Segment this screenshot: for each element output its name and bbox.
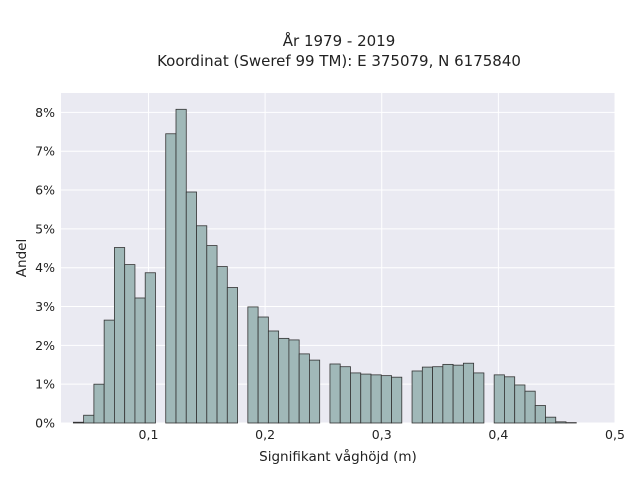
histogram-bar bbox=[504, 376, 516, 424]
histogram-bar bbox=[298, 353, 310, 424]
chart-title-line2: Koordinat (Sweref 99 TM): E 375079, N 61… bbox=[157, 52, 521, 70]
histogram-bar bbox=[267, 330, 280, 424]
y-tick-label: 3% bbox=[35, 299, 55, 314]
histogram-bar bbox=[216, 266, 228, 424]
y-axis-label: Andel bbox=[14, 239, 30, 277]
histogram-bar bbox=[421, 366, 433, 424]
histogram-bar bbox=[288, 339, 300, 424]
x-tick-label: 0,3 bbox=[372, 427, 392, 442]
histogram-bar bbox=[103, 319, 115, 424]
histogram-bar bbox=[442, 363, 454, 424]
y-tick-label: 5% bbox=[35, 221, 55, 236]
histogram-bar bbox=[247, 306, 259, 424]
histogram-bar bbox=[534, 405, 546, 424]
histogram-bar bbox=[391, 376, 403, 424]
histogram-bar bbox=[462, 362, 475, 424]
histogram-bar bbox=[524, 390, 536, 424]
histogram-bar bbox=[493, 374, 505, 424]
histogram-bar bbox=[411, 370, 423, 424]
y-tick-label: 1% bbox=[35, 377, 55, 392]
histogram-bar bbox=[144, 272, 156, 424]
x-axis-ticks: 0,1 0,2 0,3 0,4 0,5 bbox=[139, 427, 625, 442]
x-tick-label: 0,2 bbox=[255, 427, 275, 442]
histogram-bar bbox=[83, 414, 95, 424]
histogram-bar bbox=[93, 383, 105, 424]
histogram-bar bbox=[114, 247, 126, 424]
histogram-bar bbox=[185, 191, 197, 424]
y-axis-ticks: 0% 1% 2% 3% 4% 5% 6% 7% 8% bbox=[35, 105, 55, 431]
histogram-bar bbox=[370, 374, 382, 424]
y-tick-label: 4% bbox=[35, 260, 55, 275]
histogram-bar bbox=[329, 363, 341, 424]
histogram-bar bbox=[514, 384, 526, 424]
histogram-bar bbox=[555, 421, 567, 424]
histogram-bar bbox=[206, 245, 218, 424]
histogram-bar bbox=[452, 364, 464, 424]
histogram-bar bbox=[339, 366, 351, 424]
histogram-bar bbox=[196, 225, 208, 424]
x-tick-label: 0,1 bbox=[139, 427, 159, 442]
x-axis-label: Signifikant våghöjd (m) bbox=[259, 448, 417, 465]
histogram-bar bbox=[165, 133, 177, 424]
histogram-bar bbox=[226, 287, 238, 424]
histogram-bar bbox=[350, 372, 362, 424]
histogram-bar bbox=[257, 316, 269, 424]
y-tick-label: 6% bbox=[35, 183, 55, 198]
histogram-bar bbox=[432, 366, 444, 424]
y-tick-label: 2% bbox=[35, 338, 55, 353]
histogram-bar bbox=[278, 337, 290, 424]
x-tick-label: 0,4 bbox=[488, 427, 508, 442]
y-tick-label: 7% bbox=[35, 144, 55, 159]
histogram-bars bbox=[72, 108, 577, 424]
histogram-bar bbox=[360, 373, 372, 424]
y-tick-label: 8% bbox=[35, 105, 55, 120]
histogram-bar bbox=[72, 421, 85, 424]
histogram-bar bbox=[124, 264, 136, 424]
histogram-bar bbox=[545, 416, 557, 424]
x-tick-label: 0,5 bbox=[605, 427, 625, 442]
histogram-bar bbox=[134, 297, 146, 424]
histogram-bar bbox=[380, 375, 392, 424]
histogram-bar bbox=[309, 359, 321, 424]
histogram-bar bbox=[473, 372, 485, 424]
histogram-bar bbox=[175, 108, 187, 424]
y-tick-label: 0% bbox=[35, 416, 55, 431]
chart-title-line1: År 1979 - 2019 bbox=[283, 31, 396, 50]
